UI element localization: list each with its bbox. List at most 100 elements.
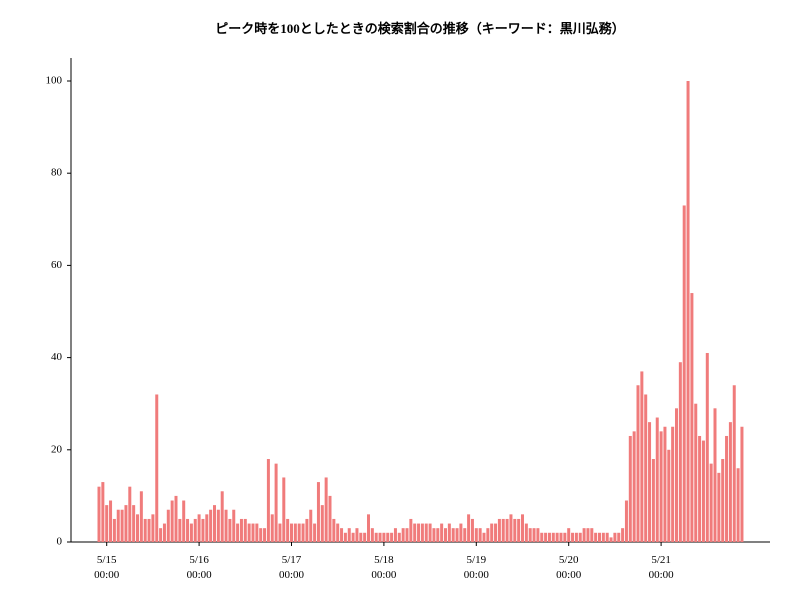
bar: [463, 528, 467, 542]
bar: [624, 500, 628, 542]
y-tick-label: 100: [46, 75, 63, 87]
bar: [305, 518, 309, 542]
bar: [328, 495, 332, 542]
bar: [451, 528, 455, 542]
bar: [447, 523, 451, 542]
bar: [313, 523, 317, 542]
bar: [671, 426, 675, 542]
bar: [424, 523, 428, 542]
bar: [359, 532, 363, 542]
bar: [555, 532, 559, 542]
bar: [420, 523, 424, 542]
bar: [166, 509, 170, 542]
bar: [728, 422, 732, 542]
y-tick-label: 60: [51, 259, 63, 271]
bar: [378, 532, 382, 542]
bar: [440, 523, 444, 542]
bar: [486, 528, 490, 542]
bar: [197, 514, 201, 542]
x-tick-label: 5/15 00:00: [94, 554, 120, 581]
bar: [239, 518, 243, 542]
bar: [128, 486, 132, 542]
bar: [390, 532, 394, 542]
bar: [701, 440, 705, 542]
bar: [101, 482, 105, 542]
bar: [266, 459, 270, 542]
bar: [232, 509, 236, 542]
bar: [551, 532, 555, 542]
bar: [428, 523, 432, 542]
bar: [675, 408, 678, 542]
bar: [347, 528, 351, 542]
bar: [116, 509, 120, 542]
bar: [582, 528, 586, 542]
bar: [189, 523, 193, 542]
bar: [340, 528, 344, 542]
bar: [417, 523, 421, 542]
x-tick-label: 5/16 00:00: [186, 554, 212, 581]
bar: [571, 532, 575, 542]
bar: [401, 528, 405, 542]
bar: [216, 509, 220, 542]
bar: [478, 528, 482, 542]
bar: [497, 518, 501, 542]
bar: [324, 477, 328, 542]
bar: [243, 518, 247, 542]
bar: [505, 518, 509, 542]
y-tick-label: 40: [51, 351, 63, 363]
bar: [370, 528, 374, 542]
bar: [178, 518, 182, 542]
bar: [201, 518, 205, 542]
bar: [667, 449, 671, 542]
bar: [725, 435, 729, 542]
bar: [494, 523, 498, 542]
bar: [644, 394, 648, 542]
bar: [205, 514, 209, 542]
bar: [413, 523, 417, 542]
bar: [740, 426, 744, 542]
x-tick-label: 5/20 00:00: [556, 554, 582, 581]
bar: [124, 505, 128, 542]
x-tick-label: 5/19 00:00: [463, 554, 489, 581]
bar: [574, 532, 578, 542]
bar: [247, 523, 251, 542]
bar: [170, 500, 174, 542]
x-tick-label: 5/18 00:00: [371, 554, 397, 581]
bar: [112, 518, 116, 542]
bar: [578, 532, 582, 542]
bar: [228, 518, 232, 542]
bar: [336, 523, 340, 542]
bar: [501, 518, 505, 542]
bar: [524, 523, 528, 542]
bar: [605, 532, 609, 542]
bar: [186, 518, 190, 542]
bar: [270, 514, 274, 542]
bar: [143, 518, 147, 542]
bar: [332, 518, 336, 542]
bar: [482, 532, 486, 542]
bar: [224, 509, 228, 542]
x-tick-label: 5/21 00:00: [648, 554, 674, 581]
bar: [286, 518, 290, 542]
bar: [136, 514, 139, 542]
bar: [559, 532, 563, 542]
bar: [467, 514, 471, 542]
bar: [459, 523, 463, 542]
bar: [174, 495, 178, 542]
bar: [521, 514, 524, 542]
x-tick-label: 5/17 00:00: [278, 554, 305, 581]
bar: [513, 518, 517, 542]
bar: [690, 293, 694, 542]
bar: [594, 532, 598, 542]
bar: [132, 505, 136, 542]
bar: [636, 385, 640, 542]
bar: [405, 528, 409, 542]
bar: [586, 528, 590, 542]
bar: [293, 523, 297, 542]
bar: [509, 514, 513, 542]
bar: [609, 537, 613, 542]
bar: [651, 459, 655, 542]
bar: [640, 371, 644, 542]
bar: [409, 518, 413, 542]
bar: [659, 431, 663, 542]
